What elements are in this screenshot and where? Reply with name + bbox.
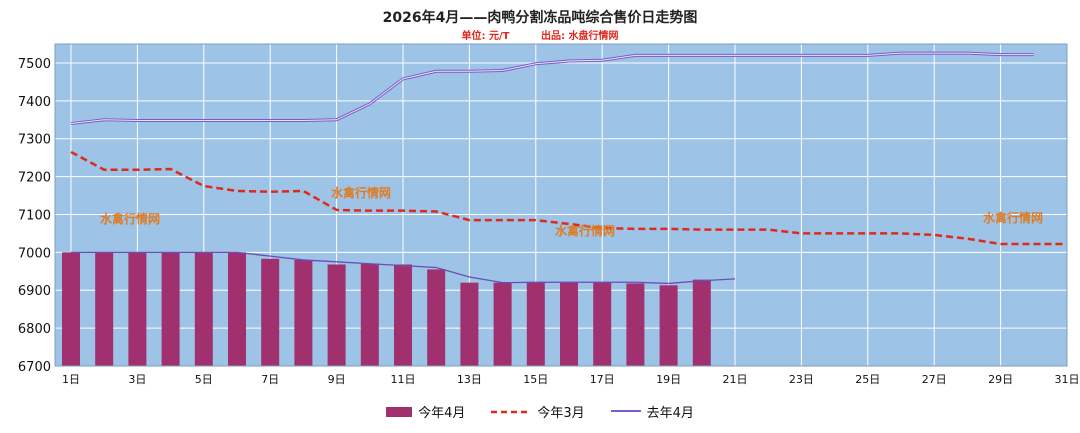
bar: [626, 283, 645, 366]
watermark: 水禽行情网: [983, 210, 1043, 225]
bar: [261, 258, 280, 366]
bar: [427, 269, 446, 366]
chart-subtitle: 单位: 元/T 出品: 水盘行情网: [0, 27, 1080, 42]
x-tick-label: 23日: [789, 373, 814, 386]
x-tick-label: 7日: [261, 373, 279, 386]
unit-label: 单位: 元/T: [461, 31, 510, 42]
x-tick-label: 19日: [656, 373, 681, 386]
plot-border: [54, 43, 1068, 367]
bar: [161, 252, 180, 366]
y-tick-label: 7500: [18, 57, 51, 72]
y-tick-label: 7300: [18, 133, 51, 148]
bar: [62, 252, 80, 366]
x-tick-label: 31日: [1055, 373, 1080, 386]
x-tick-label: 11日: [391, 373, 416, 386]
legend-line-swatch: [610, 409, 641, 413]
legend-item-dashed: 今年3月: [491, 402, 585, 421]
bar-trend-line: [71, 251, 736, 285]
y-tick-label: 7000: [18, 246, 51, 261]
bar: [95, 252, 114, 366]
bar: [228, 252, 246, 366]
y-tick-label: 6800: [18, 322, 51, 337]
bar: [194, 252, 213, 366]
bar: [593, 281, 612, 366]
bar: [394, 264, 412, 366]
series-line-last-year-inner: [70, 52, 1034, 125]
chart-canvas: 6700 6800 6900 7000 7100 7200 7300 7400 7500 1日 3日…: [18, 43, 1080, 386]
x-tick-label: 17日: [590, 373, 615, 386]
bar: [327, 264, 346, 366]
legend-item-bar: 今年4月: [386, 402, 465, 421]
legend-label-bar: 今年4月: [418, 406, 466, 421]
watermark: 水禽行情网: [100, 211, 160, 226]
bar: [659, 285, 678, 366]
bar: [294, 259, 313, 366]
y-tick-label: 7400: [18, 95, 51, 110]
bar: [692, 279, 711, 366]
y-tick-label: 6900: [18, 284, 51, 299]
watermark: 水禽行情网: [331, 185, 391, 200]
x-tick-label: 21日: [723, 373, 748, 386]
bar: [493, 282, 512, 366]
legend-dashed-swatch: [491, 410, 532, 413]
legend-label-line: 去年4月: [646, 406, 694, 421]
x-tick-label: 13日: [457, 373, 482, 386]
x-tick-label: 3日: [128, 373, 146, 386]
legend: 今年4月 今年3月 去年4月: [0, 402, 1080, 421]
bar: [560, 281, 578, 366]
watermark: 水禽行情网: [555, 223, 615, 238]
legend-label-dashed: 今年3月: [537, 406, 585, 421]
x-tick-label: 9日: [328, 373, 346, 386]
x-tick-label: 27日: [922, 373, 947, 386]
y-tick-label: 7200: [18, 171, 51, 186]
y-tick-label: 7100: [18, 208, 51, 223]
x-tick-label: 15日: [523, 373, 548, 386]
bar: [526, 281, 545, 366]
legend-bar-swatch: [386, 406, 413, 417]
x-tick-label: 5日: [195, 373, 213, 386]
bar: [360, 263, 379, 366]
bar: [460, 282, 479, 366]
x-tick-label: 29日: [988, 373, 1013, 386]
x-tick-label: 25日: [855, 373, 880, 386]
y-tick-label: 6700: [18, 360, 51, 375]
chart-title: 2026年4月——肉鸭分割冻品吨综合售价日走势图: [382, 10, 698, 26]
x-tick-label: 1日: [62, 373, 80, 386]
source-label: 出品: 水盘行情网: [540, 31, 619, 42]
legend-item-line: 去年4月: [610, 402, 694, 421]
bar: [128, 252, 147, 366]
